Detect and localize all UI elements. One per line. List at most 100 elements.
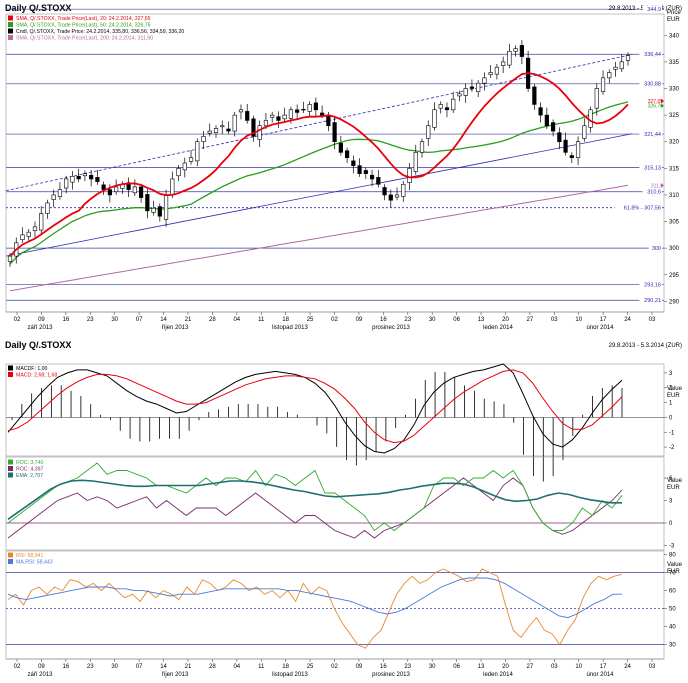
candle-body (432, 109, 437, 128)
candle-body (276, 116, 281, 121)
candle-body (388, 194, 393, 201)
candle-body (413, 152, 418, 172)
x-tick-label: 16 (380, 317, 387, 323)
candle-body (145, 194, 150, 212)
x-tick-label: 14 (160, 317, 167, 323)
candle-body (7, 255, 13, 262)
sma50-end-label: 326,76 (648, 104, 664, 110)
price-legend: SMA, Q/.STOXX, Trade Price(Last), 20: 24… (8, 14, 184, 44)
x-tick-label: 06 (453, 317, 460, 323)
x-tick-label: 02 (331, 317, 338, 323)
candlestick-series (7, 40, 631, 267)
candle-body (301, 108, 306, 111)
macd-frame (5, 363, 665, 457)
roc-y-tick-label: -3 (669, 544, 675, 550)
candle-body (457, 93, 462, 97)
sma20-end-label: 327,65 (648, 99, 664, 105)
legend-swatch (8, 372, 13, 377)
candle-body (344, 150, 350, 158)
x-tick-label: 09 (356, 317, 363, 323)
macd-currency-label: EUR (667, 393, 680, 399)
candle-body (550, 122, 556, 132)
rsi-y-tick-label: 50 (669, 607, 676, 613)
x-tick-label: 07 (136, 664, 143, 670)
x-tick-label: 04 (233, 317, 240, 323)
price-y-tick-label: 320 (669, 140, 680, 146)
legend-entry: MACD: 2,68; 1,68 (16, 373, 57, 379)
candle-body (494, 66, 500, 75)
candle-body (182, 162, 187, 171)
candle-body (226, 128, 231, 132)
x-tick-label: 21 (185, 664, 192, 670)
legend-swatch (8, 466, 13, 471)
candle-body (176, 168, 181, 177)
rsi-currency-label: EUR (667, 569, 680, 575)
candle-body (426, 125, 431, 139)
legend-entry: RSI: 68,941 (16, 553, 44, 559)
x-tick-label: 11 (258, 664, 265, 670)
x-tick-label: 10 (575, 317, 582, 323)
macd-y-tick-label: 3 (669, 371, 673, 377)
level-label: 293,16 (644, 282, 661, 288)
x-month-label: leden 2014 (483, 672, 513, 678)
x-tick-label: 07 (136, 317, 143, 323)
candle-body (257, 125, 262, 140)
candle-body (163, 194, 169, 220)
candle-body (270, 114, 275, 118)
candle-body (101, 184, 106, 190)
x-tick-label: 27 (527, 664, 534, 670)
chart-title: Daily Q/.STOXX (5, 3, 71, 13)
candle-body (532, 86, 537, 105)
candle-body (251, 118, 256, 137)
x-tick-label: 25 (307, 664, 314, 670)
price-y-tick-label: 310 (669, 193, 680, 199)
candle-body (582, 125, 587, 139)
x-month-label: prosinec 2013 (372, 325, 410, 331)
legend-entry: SMA, Q/.STOXX, Trade Price(Last), 20: 24… (16, 16, 151, 22)
candle-body (64, 178, 69, 189)
candle-body (369, 174, 375, 180)
candle-body (220, 125, 225, 128)
level-label: 300 (652, 246, 661, 252)
candle-body (501, 61, 506, 66)
candle-body (282, 114, 287, 120)
level-labels: 344,9 336,44 330,88 321,44 315,13 310,6 61.8% … (614, 5, 662, 304)
candle-body (151, 207, 156, 213)
candle-body (82, 173, 88, 177)
x-month-label: říjen 2013 (162, 325, 189, 331)
legend-swatch (8, 22, 13, 27)
candle-body (320, 112, 325, 116)
candle-body (613, 66, 618, 70)
candle-body (188, 157, 194, 162)
candle-body (376, 177, 381, 185)
candle-body (39, 213, 44, 231)
legend-swatch (8, 459, 13, 465)
x-tick-label: 16 (63, 664, 70, 670)
candle-body (45, 202, 50, 214)
candle-body (507, 50, 512, 66)
chart-date-range-secondary: 29.8.2013 - 5.3.2014 (ZUR) (609, 343, 682, 349)
candle-body (444, 107, 450, 111)
x-tick-label: 02 (14, 317, 21, 323)
candle-body (70, 176, 75, 183)
x-tick-label: 28 (209, 317, 216, 323)
legend-entry: EMA: 2,707 (16, 473, 43, 479)
x-tick-label: 16 (380, 664, 387, 670)
price-y-tick-label: 330 (669, 87, 680, 93)
x-tick-label: 20 (502, 317, 509, 323)
candle-body (600, 77, 606, 92)
candle-body (326, 114, 331, 127)
roc1-line (7, 462, 623, 532)
candle-body (32, 226, 38, 231)
price-y-axis: 290 295 300 305 310 315 320 325 330 335 340 (664, 33, 680, 305)
legend-entry: ROC: 3,740 (16, 460, 44, 466)
macd-y-tick-label: 2 (669, 386, 673, 392)
candle-body (438, 104, 443, 109)
roc-y-tick-label: 6 (669, 476, 673, 482)
level-label-bg (614, 204, 662, 211)
legend-swatch (8, 15, 13, 21)
rsi-y-tick-label: 30 (669, 643, 676, 649)
level-label: 321,44 (644, 132, 661, 138)
